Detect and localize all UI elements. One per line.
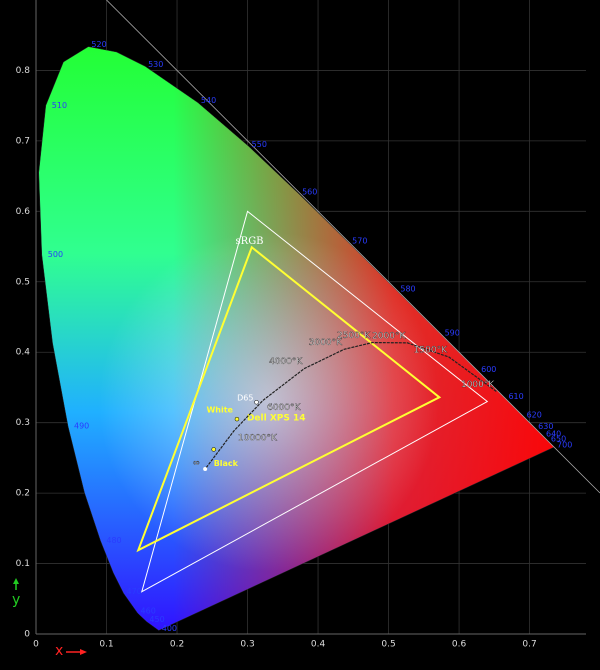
x-tick-label: 0.6 <box>452 640 467 650</box>
wavelength-label: 480 <box>106 536 121 545</box>
y-tick-label: 0.1 <box>16 559 30 569</box>
wavelength-label: 550 <box>252 140 267 149</box>
temperature-label: 1500°K <box>414 346 448 356</box>
point-label: D65 <box>237 394 253 403</box>
wavelength-label: 510 <box>52 101 67 110</box>
y-tick-label: 0.8 <box>16 66 31 76</box>
point <box>254 399 259 405</box>
wavelength-label: 460 <box>141 607 156 616</box>
x-tick-label: 0.2 <box>170 640 184 650</box>
wavelength-label: 470 <box>127 587 142 596</box>
x-tick-label: 0.4 <box>311 640 326 650</box>
y-tick-label: 0.3 <box>16 418 30 428</box>
x-tick-label: 0.5 <box>381 640 395 650</box>
wavelength-label: 520 <box>91 40 106 49</box>
temperature-label: ∞ <box>193 459 201 469</box>
x-tick-label: 0 <box>33 640 39 650</box>
gamut-label: sRGB <box>236 236 264 247</box>
wavelength-label: 500 <box>48 250 63 259</box>
wavelength-label: 530 <box>148 60 163 69</box>
y-tick-label: 0.4 <box>16 348 31 358</box>
y-tick-label: 0.2 <box>16 489 30 499</box>
point-label: White <box>206 406 233 415</box>
gamut-triangle <box>136 245 442 553</box>
wavelength-label: 630 <box>538 422 553 431</box>
y-axis-label: y <box>12 592 20 608</box>
temperature-label: 2000°K <box>372 331 406 341</box>
wavelength-label: 580 <box>400 285 415 294</box>
wavelength-label: 620 <box>527 410 542 419</box>
locus-point <box>203 467 208 472</box>
wavelength-label: 560 <box>302 188 317 197</box>
wavelength-label: 650 <box>551 434 566 443</box>
y-tick-label: 0.5 <box>16 277 30 287</box>
temperature-label: 4000°K <box>269 357 303 367</box>
temperature-label: 1000°K <box>461 380 495 390</box>
y-tick-label: 0 <box>24 630 30 640</box>
wavelength-label: 540 <box>201 96 216 105</box>
temperature-label: 2500°K <box>337 331 371 341</box>
wavelength-label: 610 <box>508 392 523 401</box>
temperature-label: 10000°K <box>238 433 278 443</box>
x-tick-label: 0.1 <box>99 640 113 650</box>
wavelength-label: 600 <box>481 365 496 374</box>
wavelength-label: 640 <box>546 430 561 439</box>
wavelength-label: 490 <box>74 422 89 431</box>
temperature-label: 3000°K <box>309 338 343 348</box>
purity-line <box>106 0 600 494</box>
point <box>211 447 216 452</box>
gamut-label: Dell XPS 14 <box>247 414 306 424</box>
x-axis-label: x <box>55 643 63 659</box>
wavelength-label: 570 <box>352 237 367 246</box>
y-tick-label: 0.7 <box>16 136 30 146</box>
wavelength-label: 700 <box>557 441 572 450</box>
x-arrow-head <box>80 649 87 655</box>
point-label: Black <box>214 459 239 468</box>
wavelength-label: 400 <box>162 624 177 633</box>
planckian-locus <box>204 341 497 470</box>
temperature-label: 6000°K <box>267 403 301 413</box>
x-tick-label: 0.7 <box>522 640 536 650</box>
point <box>234 416 240 422</box>
fill-white <box>98 231 439 572</box>
y-arrow-head <box>13 578 19 584</box>
wavelength-label: 450 <box>149 615 164 624</box>
wavelength-label: 590 <box>445 329 460 338</box>
x-tick-label: 0.3 <box>240 640 254 650</box>
y-tick-label: 0.6 <box>16 207 31 217</box>
